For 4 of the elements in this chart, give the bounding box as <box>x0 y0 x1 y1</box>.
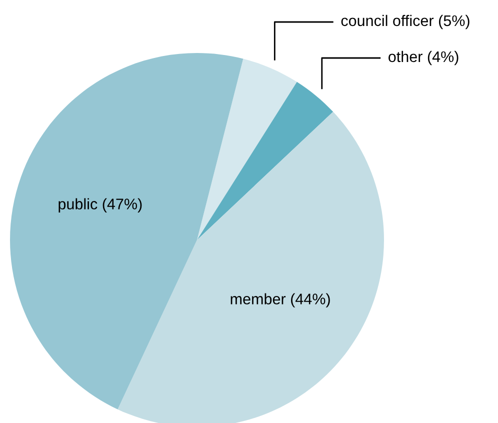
slice-label: other (4%) <box>388 50 458 66</box>
slice-label: public (47%) <box>58 198 142 212</box>
slice-label: member (44%) <box>230 293 330 308</box>
slice-label: council officer (5%) <box>341 14 470 30</box>
